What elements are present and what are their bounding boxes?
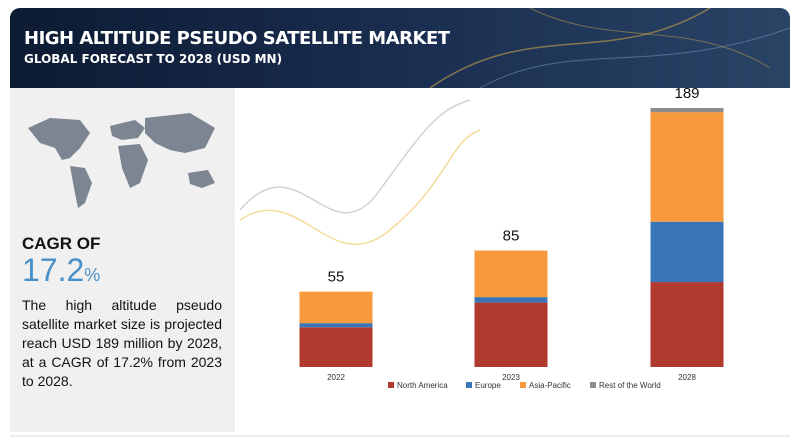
- bar-segment: [474, 297, 548, 303]
- legend-swatch: [388, 382, 394, 388]
- legend-swatch: [520, 382, 526, 388]
- decor-curve: [239, 99, 471, 214]
- bar-segment: [650, 282, 724, 367]
- bar-segment: [299, 291, 373, 324]
- total-label: 189: [674, 85, 699, 102]
- cagr-label: CAGR OF: [22, 234, 101, 253]
- cagr-value: 17.2: [22, 252, 85, 288]
- legend-swatch: [590, 382, 596, 388]
- total-label: 85: [503, 227, 520, 244]
- bar-segment: [299, 327, 373, 367]
- legend-label: Europe: [475, 381, 501, 390]
- summary-panel: CAGR OF 17.2% The high altitude pseudo s…: [10, 88, 235, 432]
- legend-swatch: [466, 382, 472, 388]
- bar-segment: [474, 250, 548, 298]
- bar-segment: [650, 108, 724, 113]
- bar-segment: [650, 112, 724, 222]
- legend-label: North America: [397, 381, 448, 390]
- subtitle: GLOBAL FORECAST TO 2028 (USD MN): [24, 52, 283, 66]
- x-tick-label: 2023: [502, 373, 520, 382]
- description: The high altitude pseudo satellite marke…: [22, 297, 222, 389]
- total-label: 55: [328, 269, 345, 286]
- legend-label: Asia-Pacific: [529, 381, 571, 390]
- header: HIGH ALTITUDE PSEUDO SATELLITE MARKET GL…: [10, 8, 790, 88]
- cagr-unit: %: [84, 265, 101, 285]
- bar-segment: [474, 302, 548, 367]
- header-decoration: [429, 8, 790, 88]
- decor-curve: [239, 129, 481, 245]
- x-tick-label: 2028: [678, 373, 696, 382]
- cagr: 17.2%: [22, 252, 100, 289]
- x-tick-label: 2022: [327, 373, 345, 382]
- bar-segment: [299, 323, 373, 328]
- world-map: [28, 113, 215, 208]
- title: HIGH ALTITUDE PSEUDO SATELLITE MARKET: [24, 28, 450, 49]
- legend-label: Rest of the World: [599, 381, 661, 390]
- bar-segment: [650, 221, 724, 283]
